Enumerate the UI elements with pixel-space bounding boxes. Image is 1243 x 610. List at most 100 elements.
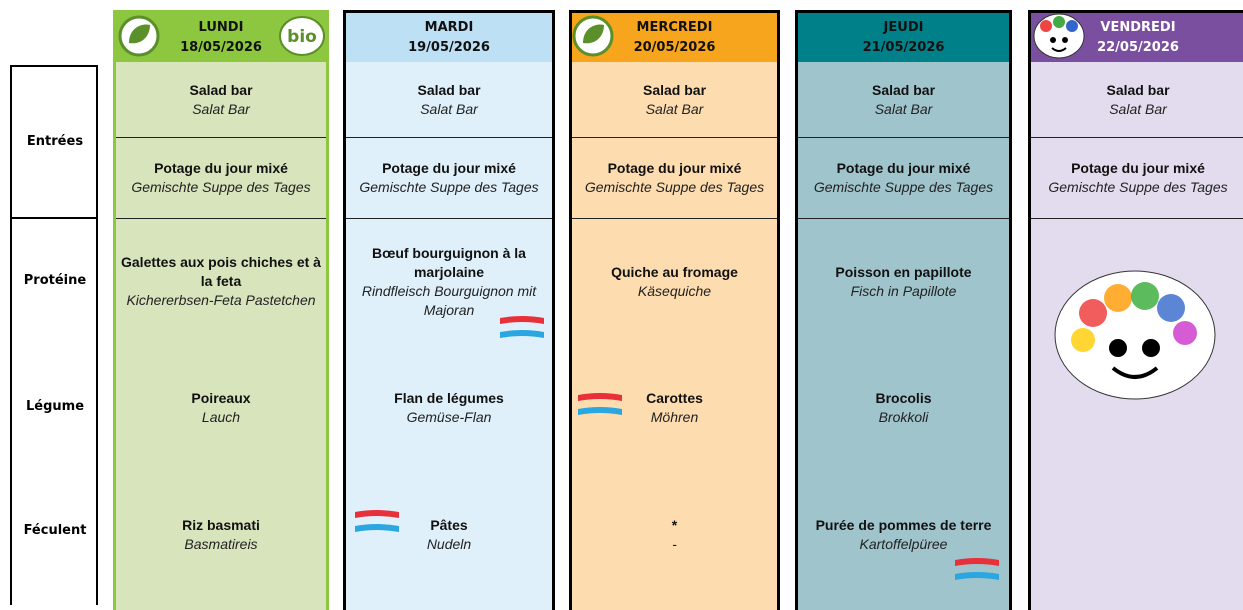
menu-item: Salad bar Salat Bar [1031, 62, 1243, 137]
header-name: LUNDI [198, 19, 244, 35]
dish-fr: Brocolis [875, 389, 932, 406]
menu-item: Galettes aux pois chiches et à la feta Ki… [116, 218, 326, 345]
dish-fr: Galettes aux pois chiches et à la feta [121, 254, 321, 289]
dish-fr: Potage du jour mixé [382, 159, 516, 176]
leaf-icon [572, 15, 614, 57]
menu-item: Carottes Möhren [572, 345, 777, 470]
dish-fr: Carottes [646, 389, 703, 406]
dish-de: Nudeln [426, 536, 472, 552]
menu-item: Bœuf bourguignon à la marjolaine Rindflei… [346, 218, 552, 345]
dish-fr: Bœuf bourguignon à la marjolaine [372, 244, 526, 280]
smiley-image [1054, 270, 1216, 400]
dish-de: Gemischte Suppe des Tages [813, 178, 994, 195]
menu-item: Potage du jour mixé Gemischte Suppe des T… [1031, 137, 1243, 218]
dish-fr: Purée de pommes de terre [815, 517, 992, 533]
dish-de: Basmatireis [184, 536, 258, 552]
menu-page: {"row_labels":["Entrées","Protéine","Lég… [10, 10, 1243, 610]
menu-item: Brocolis Brokkoli [798, 345, 1009, 470]
menu-item: Riz basmati Basmatireis [116, 470, 326, 600]
smiley-icon [1033, 13, 1085, 59]
dish-fr: Poireaux [191, 389, 251, 406]
menu-item: Potage du jour mixé Gemischte Suppe des T… [572, 137, 777, 218]
lux-flag [500, 316, 544, 338]
dish-de: Salat Bar [874, 100, 933, 117]
menu-item: Salad bar Salat Bar [572, 62, 777, 137]
dish-fr: * [671, 517, 678, 533]
header-name: VENDREDI [1100, 19, 1176, 35]
row-label: Entrées [26, 134, 84, 149]
menu-item: Salad bar Salat Bar [346, 62, 552, 137]
dish-de: Fisch in Papillote [850, 282, 957, 299]
menu-item: Quiche au fromage Käsequiche [572, 218, 777, 345]
lux-flag [955, 558, 999, 580]
row-separator [1031, 137, 1243, 138]
svg-text:bio: bio [287, 27, 317, 47]
row-separator [346, 218, 552, 219]
dish-de: Kichererbsen-Feta Pastetchen [126, 292, 316, 308]
header-name: JEUDI [883, 19, 924, 35]
dish-fr: Riz basmati [182, 517, 260, 533]
label-column [10, 65, 98, 605]
dish-de: Gemüse-Flan [406, 408, 492, 425]
header-date: 22/05/2026 [1097, 39, 1179, 55]
day-header: JEUDI 21/05/2026 [798, 13, 1009, 62]
dish-fr: Salad bar [871, 81, 936, 98]
day-header: MARDI 19/05/2026 [346, 13, 552, 62]
dish-fr: Potage du jour mixé [836, 159, 971, 176]
dish-fr: Salad bar [417, 81, 481, 98]
row-separator [798, 218, 1009, 219]
dish-fr: Salad bar [1106, 81, 1170, 98]
dish-fr: Potage du jour mixé [1071, 159, 1205, 176]
menu-item: Flan de légumes Gemüse-Flan [346, 345, 552, 470]
dish-fr: Pâtes [430, 517, 468, 533]
header-name: MARDI [424, 19, 474, 35]
dish-fr: Salad bar [189, 81, 253, 98]
header-date: 18/05/2026 [180, 39, 262, 55]
dish-de: Salat Bar [1109, 100, 1167, 117]
row-separator [1031, 218, 1243, 219]
dish-de: Gemischte Suppe des Tages [131, 178, 311, 195]
menu-item: Potage du jour mixé Gemischte Suppe des T… [116, 137, 326, 218]
dish-de: Rindfleisch Bourguignon mit Majoran [361, 282, 537, 318]
dish-de: Gemischte Suppe des Tages [359, 178, 539, 195]
dish-de: - [672, 536, 677, 552]
row-separator [572, 137, 777, 138]
dish-de: Käsequiche [637, 282, 712, 299]
dish-de: Salat Bar [420, 100, 478, 117]
menu-item: Poisson en papillote Fisch in Papillote [798, 218, 1009, 345]
header-date: 19/05/2026 [408, 39, 490, 55]
dish-fr: Poisson en papillote [835, 263, 972, 280]
row-label: Légume [25, 399, 85, 414]
row-separator [572, 218, 777, 219]
row-separator [116, 218, 326, 219]
menu-item: Poireaux Lauch [116, 345, 326, 470]
dish-de: Möhren [650, 408, 699, 425]
menu-item: Salad bar Salat Bar [116, 62, 326, 137]
header-date: 20/05/2026 [633, 39, 716, 55]
lux-flag [578, 393, 622, 415]
row-label: Protéine [23, 273, 87, 288]
menu-item: Purée de pommes de terre Kartoffelpüree [798, 470, 1009, 600]
bio-logo: bio [279, 16, 325, 56]
header-name: MERCREDI [636, 19, 713, 35]
menu-item: * - [572, 470, 777, 600]
header-date: 21/05/2026 [862, 39, 945, 55]
dish-de: Salat Bar [645, 100, 704, 117]
day-column [113, 10, 329, 610]
row-separator [116, 137, 326, 138]
day-column [795, 10, 1012, 610]
dish-de: Gemischte Suppe des Tages [1048, 178, 1228, 195]
dish-fr: Potage du jour mixé [154, 159, 288, 176]
dish-fr: Salad bar [642, 81, 707, 98]
dish-fr: Quiche au fromage [611, 263, 738, 280]
row-separator [798, 137, 1009, 138]
lux-flag [355, 510, 399, 532]
dish-de: Brokkoli [878, 408, 929, 425]
day-column [343, 10, 555, 610]
row-label: Féculent [23, 523, 87, 538]
menu-item: Pâtes Nudeln [346, 470, 552, 600]
dish-fr: Flan de légumes [394, 389, 504, 406]
menu-item: Potage du jour mixé Gemischte Suppe des T… [798, 137, 1009, 218]
menu-item: Potage du jour mixé Gemischte Suppe des T… [346, 137, 552, 218]
dish-de: Salat Bar [192, 100, 250, 117]
